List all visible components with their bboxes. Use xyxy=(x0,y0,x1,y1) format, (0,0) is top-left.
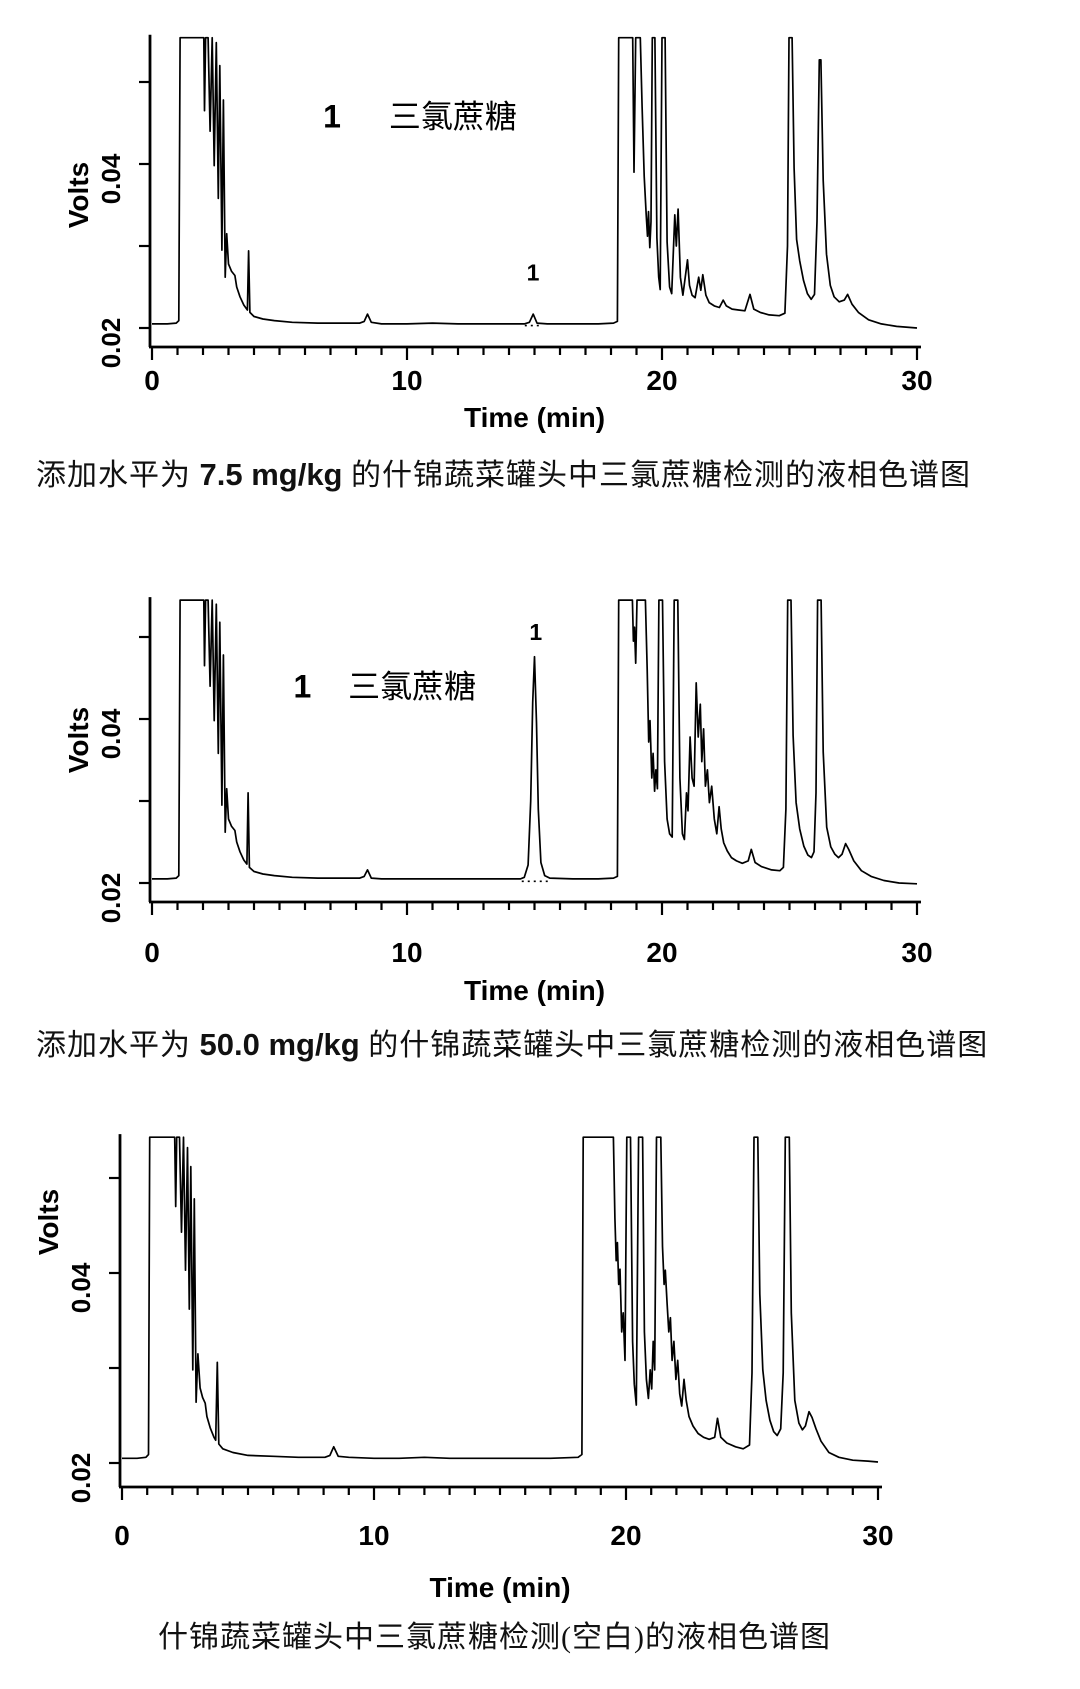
x-tick-label: 30 xyxy=(901,365,932,396)
x-tick-label: 0 xyxy=(114,1520,130,1551)
x-tick-label: 20 xyxy=(646,365,677,396)
y-axis-ticks xyxy=(139,80,150,330)
caption-1-suffix: 的什锦蔬菜罐头中三氯蔗糖检测的液相色谱图 xyxy=(342,459,971,492)
x-tick-label: 10 xyxy=(391,937,422,968)
caption-2-suffix: 的什锦蔬菜罐头中三氯蔗糖检测的液相色谱图 xyxy=(359,1029,989,1062)
caption-chart-2: 添加水平为 50.0 mg/kg 的什锦蔬菜罐头中三氯蔗糖检测的液相色谱图 xyxy=(36,1020,988,1064)
x-axis-title: Time (min) xyxy=(429,1572,570,1603)
caption-1-prefix: 添加水平为 xyxy=(36,459,200,492)
x-axis-title: Time (min) xyxy=(464,402,605,433)
x-tick-label: 20 xyxy=(610,1520,641,1551)
peak-label: 1 xyxy=(529,619,542,645)
y-axis-title: Volts xyxy=(33,1189,64,1255)
caption-3-suffix: 什锦蔬菜罐头中三氯蔗糖检测(空白)的液相色谱图 xyxy=(158,1621,831,1654)
x-axis-ticks xyxy=(120,1487,880,1500)
trace-detector-signal xyxy=(122,1136,879,1463)
y-tick-label: 0.02 xyxy=(96,318,126,369)
compound-annotation: 1 xyxy=(294,668,312,704)
y-tick-label: 0.04 xyxy=(96,708,126,759)
y-axis-title: Volts xyxy=(63,707,94,773)
caption-2-prefix: 添加水平为 xyxy=(36,1029,200,1062)
x-axis-title: Time (min) xyxy=(464,975,605,1006)
compound-annotation: 三氯蔗糖 xyxy=(348,668,476,704)
y-axis-ticks xyxy=(139,635,150,885)
x-tick-label: 30 xyxy=(901,937,932,968)
trace-detector-signal xyxy=(152,36,918,329)
x-axis-ticks xyxy=(150,902,919,915)
y-axis-title: Volts xyxy=(63,162,94,228)
peak-label: 1 xyxy=(527,259,540,285)
y-tick-label: 0.04 xyxy=(66,1262,96,1313)
trace-detector-signal xyxy=(152,599,918,885)
x-tick-label: 30 xyxy=(862,1520,893,1551)
y-tick-label: 0.02 xyxy=(96,873,126,924)
x-tick-label: 20 xyxy=(646,937,677,968)
x-tick-label: 0 xyxy=(144,365,160,396)
x-axis-ticks xyxy=(150,347,919,360)
compound-annotation: 三氯蔗糖 xyxy=(389,99,517,135)
x-tick-label: 0 xyxy=(144,937,160,968)
y-tick-label: 0.02 xyxy=(66,1453,96,1504)
caption-1-spike-level: 7.5 mg/kg xyxy=(199,457,343,492)
caption-chart-1: 添加水平为 7.5 mg/kg 的什锦蔬菜罐头中三氯蔗糖检测的液相色谱图 xyxy=(36,450,971,494)
compound-annotation: 1 xyxy=(323,99,341,135)
caption-chart-3: 什锦蔬菜罐头中三氯蔗糖检测(空白)的液相色谱图 xyxy=(158,1612,831,1656)
caption-2-spike-level: 50.0 mg/kg xyxy=(199,1027,360,1062)
x-tick-label: 10 xyxy=(391,365,422,396)
y-tick-label: 0.04 xyxy=(96,153,126,204)
x-tick-label: 10 xyxy=(358,1520,389,1551)
y-axis-ticks xyxy=(109,1176,120,1465)
